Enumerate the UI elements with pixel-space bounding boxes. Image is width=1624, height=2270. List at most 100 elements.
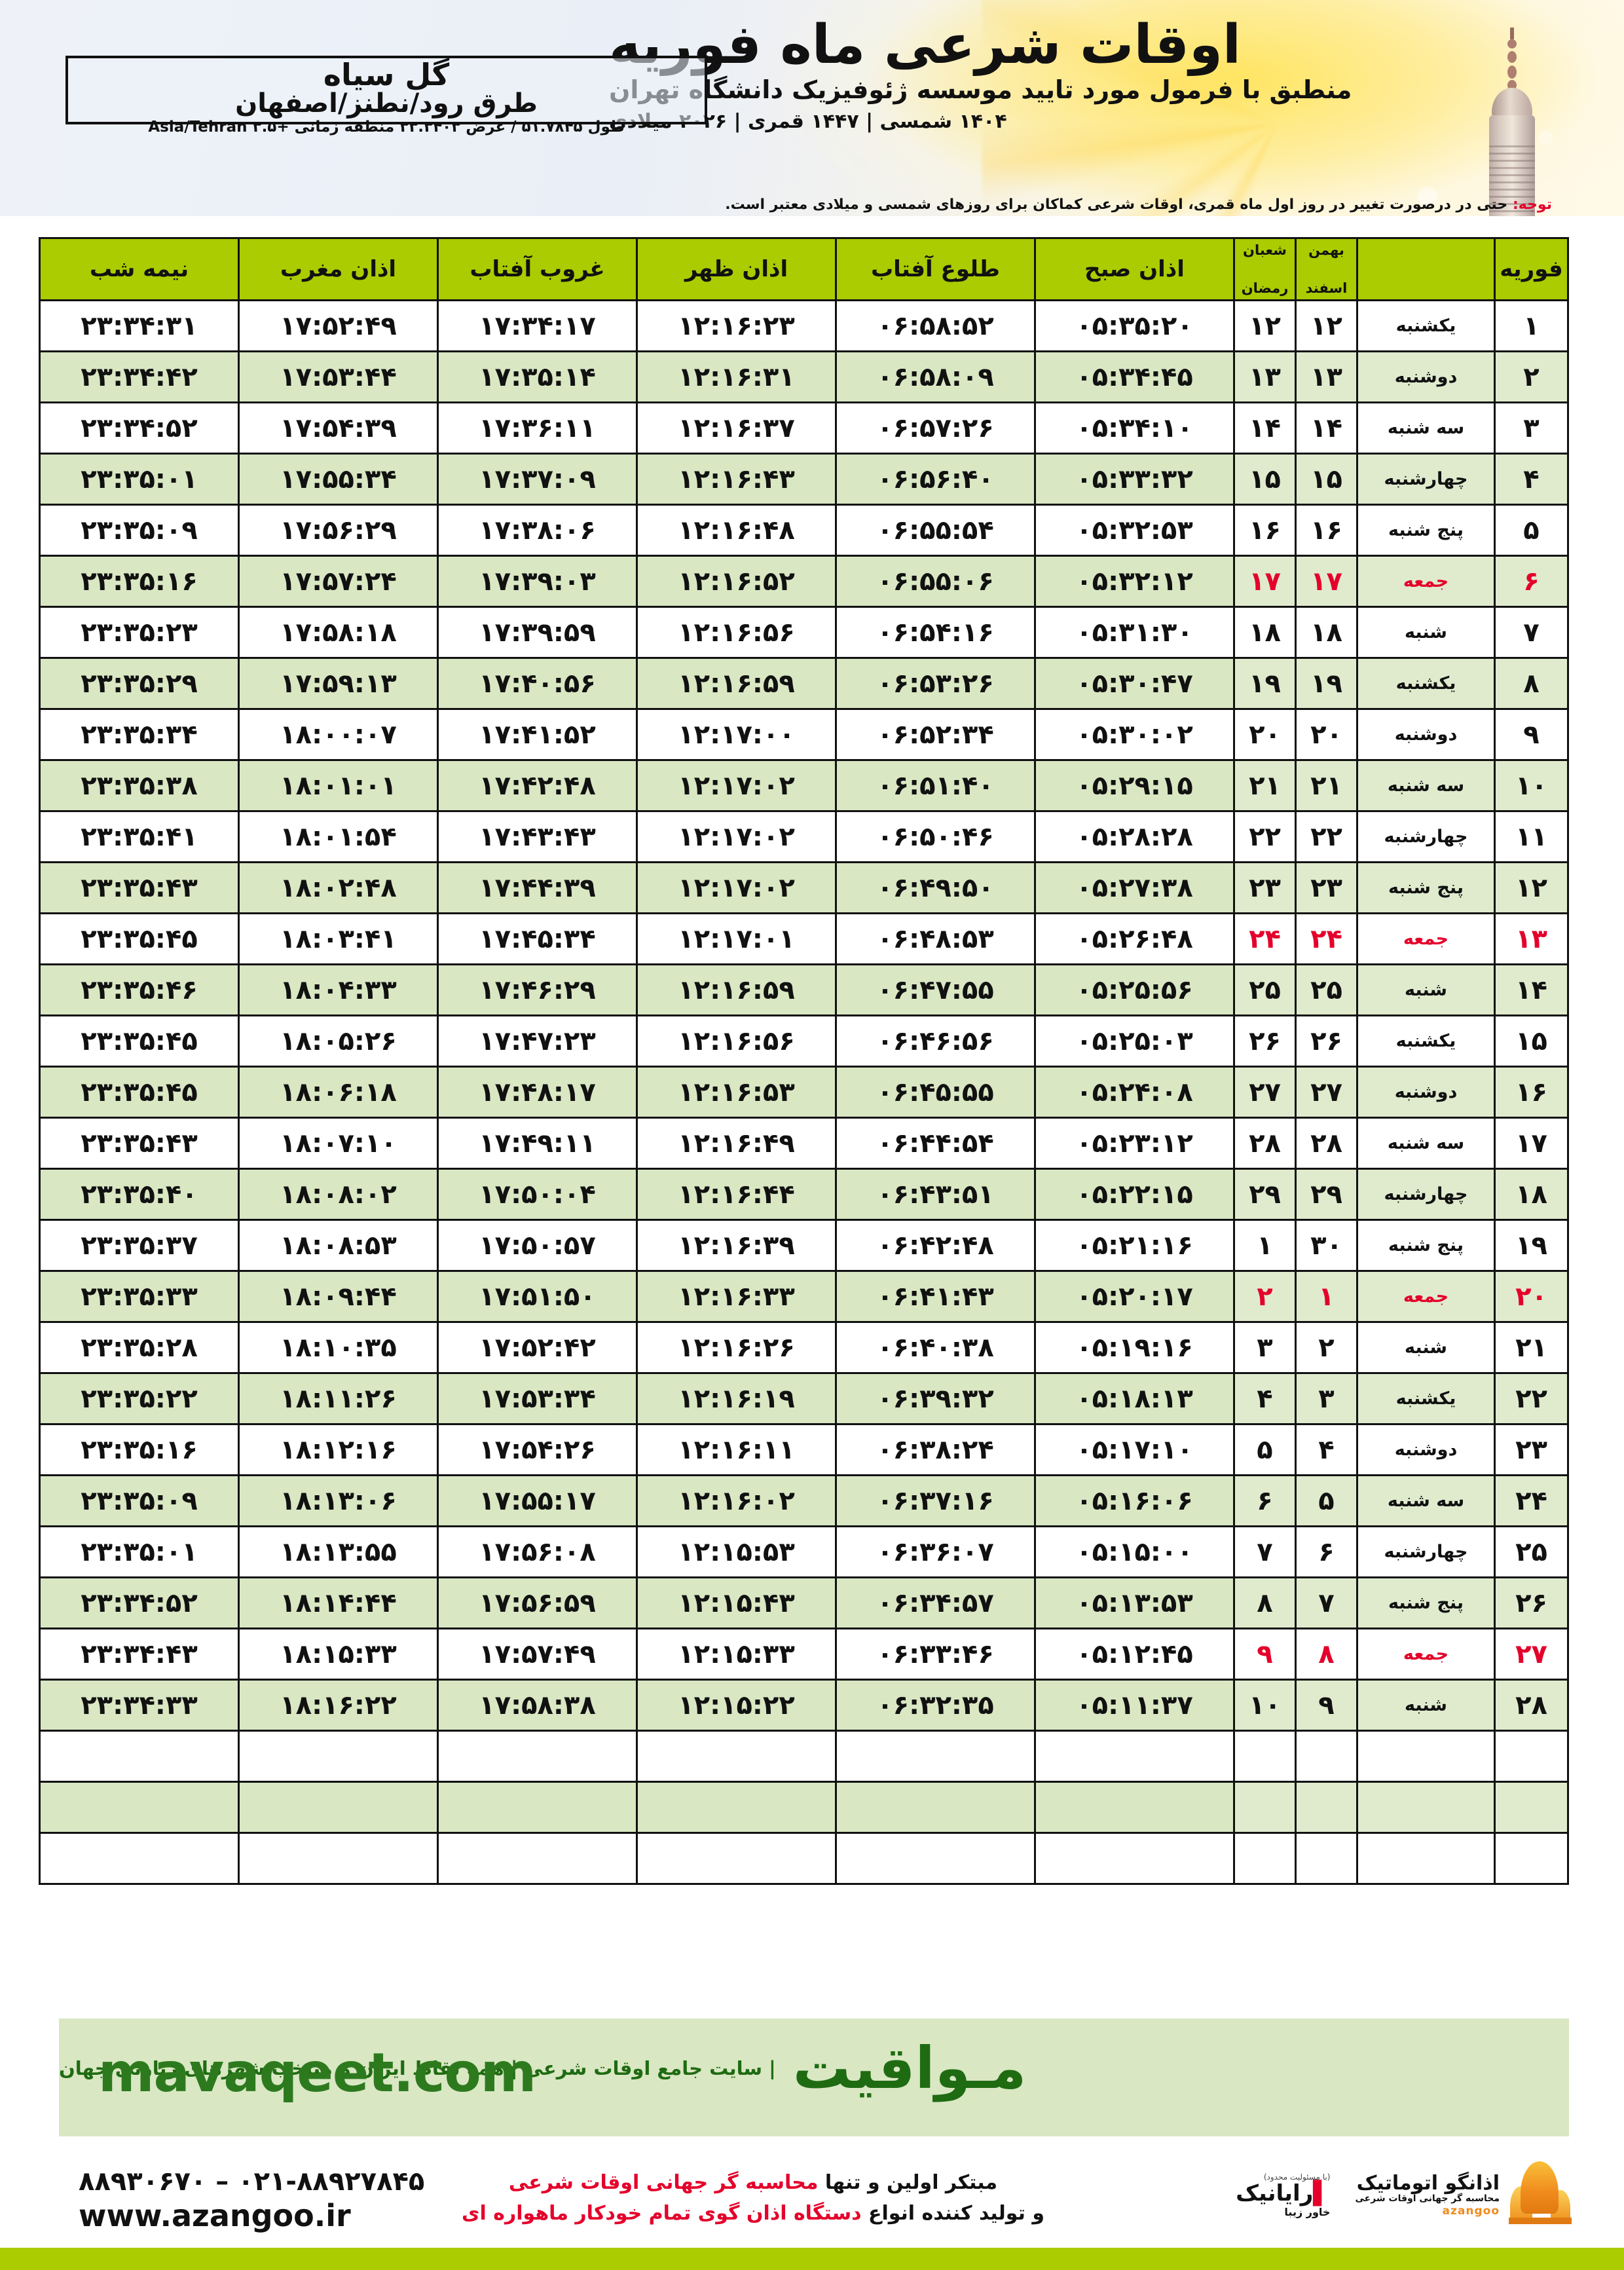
cell-solar-day xyxy=(1295,1730,1358,1783)
cell-dhuhr: ۱۲:۱۶:۴۹ xyxy=(636,1117,837,1170)
cell-weekday: دوشنبه xyxy=(1356,350,1496,403)
cell-lunar-day: ۱۲ xyxy=(1233,299,1297,352)
calendar-years: ۱۴۰۴ شمسی | ۱۴۴۷ قمری | ۲۰۲۶ میلادی xyxy=(609,109,1007,133)
cell-sunset: ۱۷:۳۹:۰۳ xyxy=(437,555,638,608)
cell-weekday: شنبه xyxy=(1356,1321,1496,1374)
cell-february: ۱۲ xyxy=(1494,861,1569,914)
cell-sunrise: ۰۶:۵۵:۰۶ xyxy=(835,555,1036,608)
cell-dhuhr: ۱۲:۱۷:۰۲ xyxy=(636,759,837,812)
location-name: گل سیاه xyxy=(323,57,450,92)
cell-lunar-day: ۱۴ xyxy=(1233,401,1297,455)
cell-sunset: ۱۷:۵۸:۳۸ xyxy=(437,1679,638,1732)
cell-sunrise: ۰۶:۳۴:۵۷ xyxy=(835,1576,1036,1629)
cell-maghrib: ۱۷:۵۵:۳۴ xyxy=(238,453,439,506)
cell-dhuhr: ۱۲:۱۶:۵۳ xyxy=(636,1066,837,1119)
cell-solar-day xyxy=(1295,1781,1358,1834)
cell-sunset: ۱۷:۳۵:۱۴ xyxy=(437,350,638,403)
cell-lunar-day: ۶ xyxy=(1233,1474,1297,1527)
table-row: ۲۳ دوشنبه ۴ ۵ ۰۵:۱۷:۱۰ ۰۶:۳۸:۲۴ ۱۲:۱۶:۱۱ ۱۷:۵۴:… xyxy=(39,1423,1569,1476)
cell-dhuhr: ۱۲:۱۶:۵۶ xyxy=(636,1014,837,1068)
cell-maghrib: ۱۷:۵۸:۱۸ xyxy=(238,606,439,659)
cell-fajr: ۰۵:۲۱:۱۶ xyxy=(1034,1219,1235,1272)
cell-lunar-day: ۵ xyxy=(1233,1423,1297,1476)
header-midnight: نیمه شب xyxy=(39,237,240,301)
footer-green-bar xyxy=(0,2248,1624,2270)
cell-weekday: یکشنبه xyxy=(1356,1014,1496,1068)
header-esfand: اسفند xyxy=(1305,280,1348,296)
cell-weekday: سه شنبه xyxy=(1356,1474,1496,1527)
header-shaban: شعبان xyxy=(1243,242,1287,258)
cell-sunset: ۱۷:۵۶:۵۹ xyxy=(437,1576,638,1629)
cell-lunar-day: ۲۵ xyxy=(1233,963,1297,1016)
cell-lunar-day: ۲۳ xyxy=(1233,861,1297,914)
azangoo-logo: اذانگو اتوماتیک محاسبه گر جهانی اوقات شر… xyxy=(1355,2157,1572,2233)
cell-dhuhr: ۱۲:۱۶:۲۳ xyxy=(636,299,837,352)
cell-dhuhr: ۱۲:۱۶:۴۳ xyxy=(636,453,837,506)
cell-dhuhr: ۱۲:۱۶:۳۷ xyxy=(636,401,837,455)
table-row: ۲۰ جمعه ۱ ۲ ۰۵:۲۰:۱۷ ۰۶:۴۱:۴۳ ۱۲:۱۶:۳۳ ۱۷:۵۱:۵۰… xyxy=(39,1270,1569,1323)
cell-february: ۷ xyxy=(1494,606,1569,659)
cell-solar-day: ۱۹ xyxy=(1295,657,1358,710)
cell-weekday xyxy=(1356,1781,1496,1834)
cell-fajr: ۰۵:۳۳:۳۲ xyxy=(1034,453,1235,506)
cell-february xyxy=(1494,1832,1569,1885)
table-row: ۲۸ شنبه ۹ ۱۰ ۰۵:۱۱:۳۷ ۰۶:۳۲:۳۵ ۱۲:۱۵:۲۲ ۱۷:۵۸:۳… xyxy=(39,1679,1569,1732)
cell-sunrise: ۰۶:۵۶:۴۰ xyxy=(835,453,1036,506)
cell-solar-day: ۹ xyxy=(1295,1679,1358,1732)
website-url[interactable]: www.azangoo.ir xyxy=(79,2198,351,2233)
cell-weekday: یکشنبه xyxy=(1356,299,1496,352)
cell-february: ۶ xyxy=(1494,555,1569,608)
cell-maghrib: ۱۸:۰۶:۱۸ xyxy=(238,1066,439,1119)
cell-maghrib: ۱۸:۱۲:۱۶ xyxy=(238,1423,439,1476)
cell-midnight: ۲۳:۳۴:۳۱ xyxy=(39,299,240,352)
header-sunrise: طلوع آفتاب xyxy=(835,237,1036,301)
cell-february xyxy=(1494,1781,1569,1834)
slogan-block: مبتکر اولین و تنها محاسبه گر جهانی اوقات… xyxy=(458,2168,1048,2229)
cell-sunrise: ۰۶:۵۳:۲۶ xyxy=(835,657,1036,710)
cell-fajr: ۰۵:۳۰:۴۷ xyxy=(1034,657,1235,710)
cell-weekday: شنبه xyxy=(1356,1679,1496,1732)
table-row: ۲۵ چهارشنبه ۶ ۷ ۰۵:۱۵:۰۰ ۰۶:۳۶:۰۷ ۱۲:۱۵:۵۳ ۱۷:۵… xyxy=(39,1525,1569,1578)
cell-sunrise: ۰۶:۵۴:۱۶ xyxy=(835,606,1036,659)
cell-sunset: ۱۷:۴۱:۵۲ xyxy=(437,708,638,761)
cell-midnight: ۲۳:۳۵:۲۳ xyxy=(39,606,240,659)
cell-fajr: ۰۵:۳۱:۳۰ xyxy=(1034,606,1235,659)
cell-weekday: دوشنبه xyxy=(1356,1423,1496,1476)
cell-maghrib: ۱۸:۱۳:۰۶ xyxy=(238,1474,439,1527)
cell-maghrib: ۱۸:۰۱:۰۱ xyxy=(238,759,439,812)
cell-sunrise: ۰۶:۳۸:۲۴ xyxy=(835,1423,1036,1476)
cell-solar-day: ۱۴ xyxy=(1295,401,1358,455)
table-body: ۱ یکشنبه ۱۲ ۱۲ ۰۵:۳۵:۲۰ ۰۶:۵۸:۵۲ ۱۲:۱۶:۲۳ ۱۷:۳۴… xyxy=(39,299,1569,1885)
cell-midnight: ۲۳:۳۵:۰۹ xyxy=(39,1474,240,1527)
brand-domain[interactable]: mavaqeet.com xyxy=(98,2042,536,2104)
table-row: ۲ دوشنبه ۱۳ ۱۳ ۰۵:۳۴:۴۵ ۰۶:۵۸:۰۹ ۱۲:۱۶:۳۱ ۱۷:۳۵… xyxy=(39,350,1569,403)
table-row: ۷ شنبه ۱۸ ۱۸ ۰۵:۳۱:۳۰ ۰۶:۵۴:۱۶ ۱۲:۱۶:۵۶ ۱۷:۳۹:۵… xyxy=(39,606,1569,659)
azangoo-subtitle: محاسبه گر جهانی اوقات شرعی xyxy=(1355,2193,1500,2205)
header-sunset: غروب آفتاب xyxy=(437,237,638,301)
cell-dhuhr: ۱۲:۱۵:۴۳ xyxy=(636,1576,837,1629)
cell-fajr: ۰۵:۳۲:۵۳ xyxy=(1034,504,1235,557)
notice-label: توجه: xyxy=(1512,196,1552,213)
cell-sunset: ۱۷:۴۲:۴۸ xyxy=(437,759,638,812)
cell-solar-day: ۷ xyxy=(1295,1576,1358,1629)
location-coordinates: طول ۵۱.۷۸۴۵ / عرض ۳۳.۳۴۰۳ منطقه زمانی +۳… xyxy=(148,119,625,136)
header-february: فوریه xyxy=(1494,237,1569,301)
table-row: ۱۳ جمعه ۲۴ ۲۴ ۰۵:۲۶:۴۸ ۰۶:۴۸:۵۳ ۱۲:۱۷:۰۱ ۱۷:۴۵:… xyxy=(39,912,1569,965)
cell-fajr: ۰۵:۳۴:۴۵ xyxy=(1034,350,1235,403)
mosque-dome-icon xyxy=(1509,2157,1572,2233)
notice-text: توجه: حتی در درصورت تغییر در روز اول ماه… xyxy=(59,196,1552,213)
slogan-line-2: و تولید کننده انواع دستگاه اذان گوی تمام… xyxy=(462,2201,1044,2225)
cell-maghrib: ۱۷:۵۲:۴۹ xyxy=(238,299,439,352)
cell-sunrise: ۰۶:۳۲:۳۵ xyxy=(835,1679,1036,1732)
cell-dhuhr: ۱۲:۱۶:۱۹ xyxy=(636,1372,837,1425)
page-title: اوقات شرعی ماه فوریه xyxy=(609,14,1242,76)
cell-midnight: ۲۳:۳۵:۴۰ xyxy=(39,1168,240,1221)
cell-fajr: ۰۵:۱۷:۱۰ xyxy=(1034,1423,1235,1476)
cell-solar-day: ۲۱ xyxy=(1295,759,1358,812)
cell-maghrib: ۱۸:۱۳:۵۵ xyxy=(238,1525,439,1578)
cell-fajr: ۰۵:۲۵:۵۶ xyxy=(1034,963,1235,1016)
cell-weekday: چهارشنبه xyxy=(1356,810,1496,863)
cell-sunrise: ۰۶:۵۸:۵۲ xyxy=(835,299,1036,352)
table-row-empty xyxy=(39,1730,1569,1783)
cell-solar-day: ۳ xyxy=(1295,1372,1358,1425)
